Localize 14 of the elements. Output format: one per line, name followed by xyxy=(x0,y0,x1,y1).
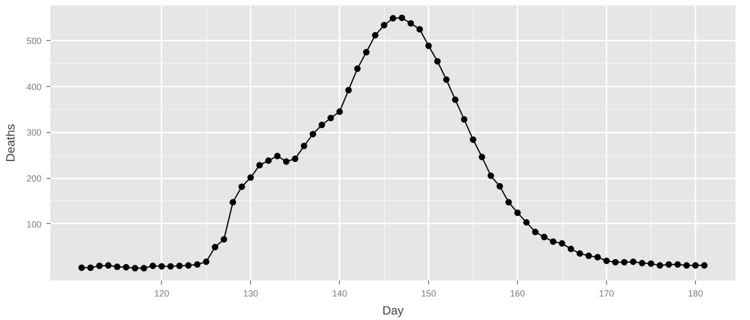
y-tick-label: 500 xyxy=(26,36,42,46)
x-tick-label: 140 xyxy=(332,288,348,298)
y-tick-label: 300 xyxy=(26,128,42,138)
y-tick-label: 100 xyxy=(26,219,42,230)
y-tick-label: 400 xyxy=(26,82,42,92)
x-tick-label: 120 xyxy=(154,288,170,298)
x-axis-title: Day xyxy=(382,304,404,318)
x-tick-label: 180 xyxy=(688,288,703,298)
y-tick-label: 200 xyxy=(26,174,42,184)
x-tick-label: 150 xyxy=(421,288,436,298)
x-tick-label: 130 xyxy=(243,288,258,298)
x-tick-label: 170 xyxy=(599,288,614,298)
x-tick-label: 160 xyxy=(510,288,526,298)
y-axis-title: Deaths xyxy=(3,124,18,162)
